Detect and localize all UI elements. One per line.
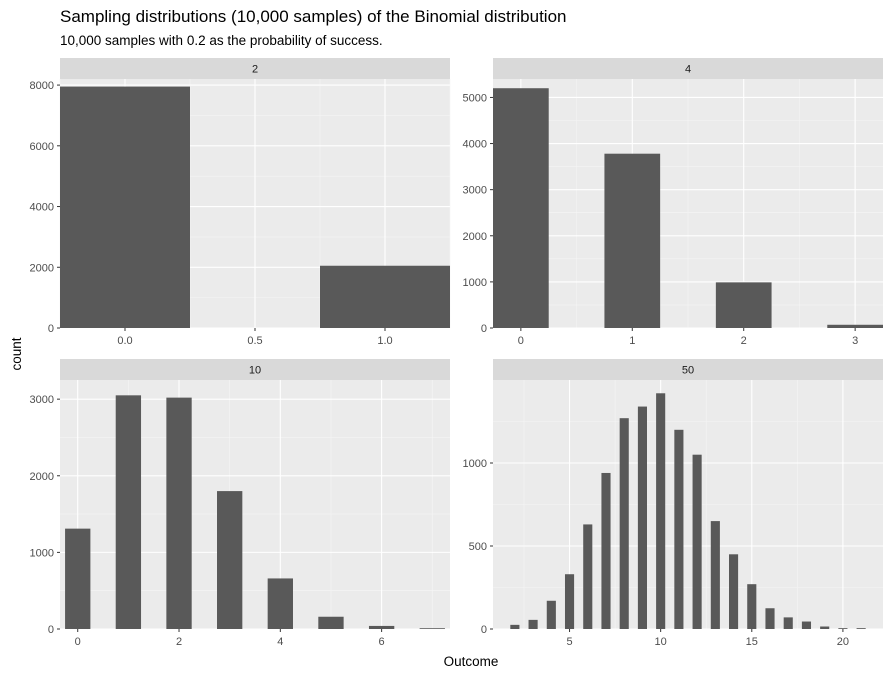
bar-50-10: [656, 393, 666, 629]
bar-10-2: [166, 397, 192, 629]
bar-50-12: [692, 454, 702, 629]
facet-strip: [493, 359, 883, 380]
y-tick-label: 1000: [30, 547, 54, 559]
bar-50-4: [546, 600, 556, 629]
bar-10-6: [368, 625, 395, 629]
x-tick-label: 2: [176, 636, 182, 648]
y-tick-label: 8000: [30, 80, 54, 92]
chart-subtitle: 10,000 samples with 0.2 as the probabili…: [60, 33, 383, 48]
bar-50-21: [856, 628, 866, 629]
bar-50-20: [838, 628, 848, 629]
bar-4-1: [604, 153, 661, 328]
y-tick-label: 4000: [463, 139, 487, 151]
bar-50-19: [820, 626, 830, 629]
bar-50-18: [801, 621, 812, 629]
bar-10-1: [115, 395, 142, 629]
facet-strip-label: 50: [682, 365, 694, 377]
facet-strip-label: 10: [249, 365, 261, 377]
x-axis-title: Outcome: [444, 654, 499, 669]
bar-50-2: [510, 624, 520, 629]
facet-panel-2: 2 0 2000 4000 6000 8000 0.0 0.5 1.0: [30, 58, 451, 347]
facet-strip-label: 4: [685, 64, 691, 76]
bar-4-2: [715, 282, 772, 328]
bar-2-1: [320, 265, 450, 328]
y-tick-label: 2000: [30, 471, 54, 483]
chart-title: Sampling distributions (10,000 samples) …: [60, 7, 566, 26]
bar-50-7: [601, 472, 611, 629]
bar-50-3: [528, 619, 538, 629]
y-tick-label: 2000: [30, 262, 54, 274]
x-tick-label: 0: [75, 636, 81, 648]
y-tick-label: 2000: [463, 231, 487, 243]
x-tick-label: 1.0: [377, 335, 392, 347]
facet-strip: [493, 58, 883, 79]
facet-panel-4: 4 0 1000 2000 3000 4000 5000 0 1 2 3: [463, 58, 883, 347]
bar-10-4: [267, 578, 293, 629]
facet-strip-label: 2: [252, 64, 258, 76]
bar-50-8: [619, 418, 629, 629]
bar-50-17: [783, 617, 793, 629]
y-tick-label: 5000: [463, 92, 487, 104]
y-tick-label: 3000: [30, 394, 54, 406]
bar-10-3: [217, 491, 243, 629]
bar-50-15: [747, 584, 757, 629]
x-tick-label: 0.0: [117, 335, 132, 347]
x-tick-label: 4: [277, 636, 283, 648]
bar-2-0: [60, 86, 190, 328]
x-tick-label: 15: [746, 636, 758, 648]
bar-50-14: [729, 554, 739, 629]
y-tick-label: 0: [481, 323, 487, 335]
x-tick-label: 2: [741, 335, 747, 347]
y-tick-label: 1000: [463, 458, 487, 470]
facet-panel-10: 10 0 1000 2000 3000 0 2 4 6: [30, 359, 450, 648]
x-tick-label: 20: [837, 636, 849, 648]
y-tick-label: 1000: [463, 277, 487, 289]
bar-10-7: [419, 628, 445, 629]
bar-50-13: [710, 521, 720, 629]
y-tick-label: 0: [48, 323, 54, 335]
bar-50-11: [674, 429, 684, 629]
facet-strip: [60, 58, 450, 79]
x-tick-label: 0: [518, 335, 524, 347]
x-tick-label: 0.5: [247, 335, 262, 347]
bar-50-9: [637, 406, 647, 629]
x-tick-label: 6: [379, 636, 385, 648]
bar-10-5: [318, 616, 344, 629]
x-tick-label: 3: [852, 335, 858, 347]
y-tick-label: 3000: [463, 185, 487, 197]
y-tick-label: 0: [481, 624, 487, 636]
bar-50-5: [564, 574, 575, 629]
x-tick-label: 1: [629, 335, 635, 347]
bar-4-3: [827, 324, 883, 328]
bar-10-0: [65, 528, 91, 629]
bar-50-6: [583, 524, 593, 629]
y-tick-label: 4000: [30, 202, 54, 214]
bar-4-0: [493, 88, 549, 328]
bar-50-16: [765, 608, 775, 629]
facet-strip: [60, 359, 450, 380]
x-tick-label: 5: [566, 636, 572, 648]
y-axis-title: count: [9, 337, 24, 370]
x-tick-label: 10: [655, 636, 667, 648]
y-tick-label: 500: [469, 541, 487, 553]
y-tick-label: 6000: [30, 141, 54, 153]
y-tick-label: 0: [48, 624, 54, 636]
